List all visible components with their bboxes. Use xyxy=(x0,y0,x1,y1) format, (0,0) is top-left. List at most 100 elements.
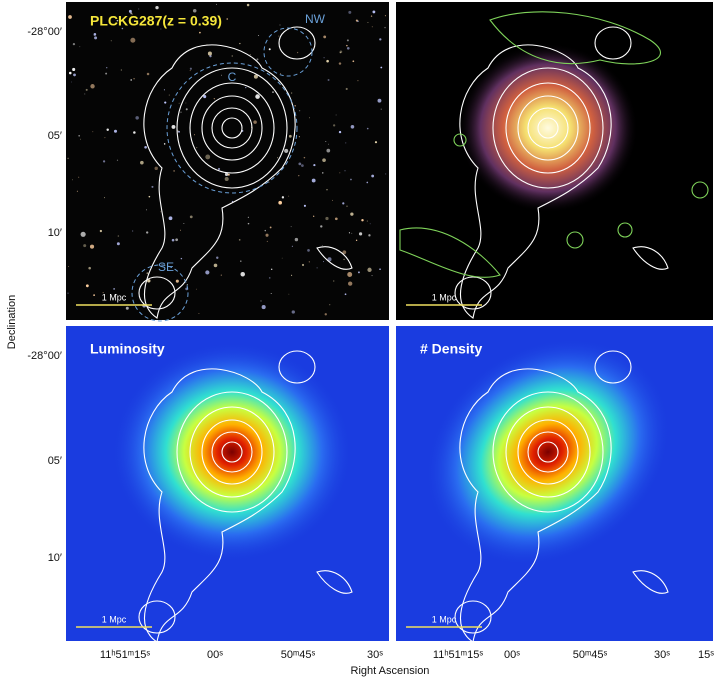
star xyxy=(260,300,262,302)
star xyxy=(342,250,347,255)
x-tick-label: 00ˢ xyxy=(504,649,520,661)
star xyxy=(231,200,234,203)
star xyxy=(368,234,371,237)
star xyxy=(338,62,342,65)
star xyxy=(372,10,376,14)
star xyxy=(280,73,282,75)
star xyxy=(247,222,250,225)
y-tick-label: 05′ xyxy=(48,455,62,467)
star xyxy=(350,124,355,129)
panel-title: PLCKG287(z = 0.39) xyxy=(90,13,222,29)
scale-label: 1 Mpc xyxy=(432,292,457,302)
star xyxy=(351,232,353,234)
star xyxy=(325,141,327,142)
star xyxy=(261,305,266,310)
star xyxy=(92,131,94,133)
star xyxy=(334,217,338,221)
star xyxy=(325,216,329,221)
star xyxy=(281,257,283,259)
star xyxy=(231,55,233,57)
star xyxy=(110,40,112,42)
star xyxy=(369,223,371,225)
star xyxy=(76,190,78,192)
star xyxy=(348,10,352,14)
star xyxy=(374,141,378,144)
star xyxy=(350,212,354,216)
star xyxy=(294,105,296,107)
star xyxy=(192,9,197,13)
star xyxy=(269,226,272,229)
star xyxy=(199,31,201,34)
star xyxy=(333,280,335,282)
density-map xyxy=(425,338,671,566)
star xyxy=(160,28,162,30)
x-tick-label: 50ᵐ45ˢ xyxy=(281,649,316,661)
star xyxy=(350,178,352,181)
star xyxy=(168,216,173,221)
region-label: SE xyxy=(158,260,174,274)
star xyxy=(327,143,329,145)
star xyxy=(298,174,300,177)
star xyxy=(83,244,87,248)
star xyxy=(377,98,382,103)
star xyxy=(339,52,341,54)
star xyxy=(103,197,106,199)
star xyxy=(125,306,129,310)
star xyxy=(207,51,212,56)
star xyxy=(177,130,179,132)
star xyxy=(253,120,257,124)
panel-title: # Density xyxy=(420,341,482,357)
star xyxy=(84,93,86,95)
star xyxy=(326,148,331,153)
region-circle xyxy=(263,27,313,77)
star xyxy=(94,36,98,40)
star xyxy=(226,18,229,20)
star xyxy=(130,12,133,15)
star xyxy=(163,89,165,91)
star xyxy=(116,19,119,22)
star xyxy=(346,205,348,207)
scale-bars xyxy=(76,304,482,628)
y-axis-title: Declination xyxy=(6,295,18,349)
star xyxy=(320,225,323,228)
star xyxy=(146,72,150,76)
star xyxy=(291,274,293,276)
star xyxy=(278,35,280,37)
star xyxy=(198,312,200,314)
star xyxy=(265,233,269,237)
star xyxy=(93,294,95,296)
star xyxy=(296,51,299,54)
star xyxy=(258,35,260,36)
star xyxy=(298,162,302,166)
star xyxy=(78,134,81,137)
star xyxy=(131,13,133,15)
star xyxy=(308,261,310,263)
star xyxy=(178,102,180,104)
star xyxy=(355,19,358,22)
x-tick-label: 11ʰ51ᵐ15ˢ xyxy=(433,649,483,661)
star xyxy=(294,237,299,242)
star xyxy=(240,260,242,262)
star xyxy=(183,223,185,224)
star xyxy=(216,3,218,5)
star xyxy=(147,279,151,283)
y-tick-label: 10′ xyxy=(48,227,62,239)
x-tick-label: 11ʰ51ᵐ15ˢ xyxy=(100,649,150,661)
star xyxy=(355,239,358,241)
star xyxy=(135,116,139,120)
star xyxy=(173,170,175,172)
star xyxy=(205,154,211,160)
star xyxy=(288,195,290,197)
star xyxy=(120,69,122,71)
x-tick-label: 50ᵐ45ˢ xyxy=(573,649,608,661)
star xyxy=(151,185,154,188)
star xyxy=(379,38,382,41)
scale-label: 1 Mpc xyxy=(102,292,127,302)
star xyxy=(189,67,192,70)
star xyxy=(102,160,106,163)
star xyxy=(138,8,140,10)
x-tick-label: 00ˢ xyxy=(207,649,223,661)
star xyxy=(278,200,282,205)
star xyxy=(284,148,289,153)
star xyxy=(240,271,245,277)
